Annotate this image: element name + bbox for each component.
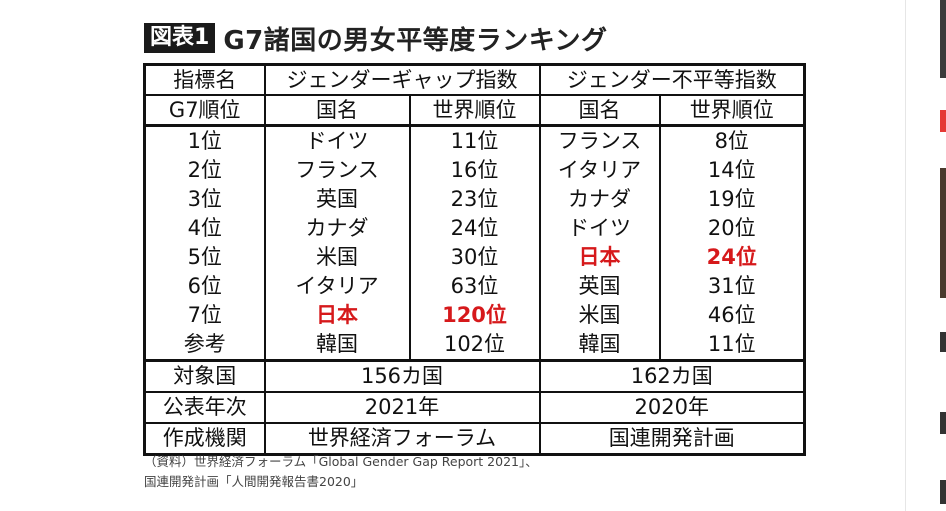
gap-world-rank-highlight: 120位 — [408, 301, 541, 330]
country-header-2: 国名 — [538, 95, 661, 127]
footer-gap-value: 2021年 — [263, 392, 541, 424]
table-row: 1位 ドイツ 11位 フランス 8位 — [143, 125, 806, 156]
sidebar-thumbnail[interactable] — [940, 412, 946, 434]
g7-rank: 2位 — [143, 156, 266, 185]
table-row: 4位 カナダ 24位 ドイツ 20位 — [143, 214, 806, 243]
table-row: 6位 イタリア 63位 英国 31位 — [143, 272, 806, 301]
sidebar-thumbnail[interactable] — [940, 0, 946, 78]
ineq-country: カナダ — [538, 185, 661, 214]
ineq-country-highlight: 日本 — [538, 243, 661, 272]
footer-row: 公表年次 2021年 2020年 — [143, 392, 806, 424]
g7-rank: 4位 — [143, 214, 266, 243]
indicator-label-cell: 指標名 — [143, 64, 266, 96]
ineq-world-rank: 46位 — [658, 301, 806, 330]
sidebar-thumbnail[interactable] — [940, 168, 946, 298]
gap-country: 米国 — [263, 243, 411, 272]
gap-country: イタリア — [263, 272, 411, 301]
table-row: 参考 韓国 102位 韓国 11位 — [143, 330, 806, 362]
source-line-2: 国連開発計画「人間開発報告書2020」 — [144, 474, 364, 489]
ineq-country: イタリア — [538, 156, 661, 185]
subheader-row: G7順位 国名 世界順位 国名 世界順位 — [143, 95, 806, 127]
gap-country: ドイツ — [263, 125, 411, 156]
ineq-world-rank: 19位 — [658, 185, 806, 214]
gap-world-rank: 63位 — [408, 272, 541, 301]
table-row: 2位 フランス 16位 イタリア 14位 — [143, 156, 806, 185]
g7-rank: 6位 — [143, 272, 266, 301]
table-row: 3位 英国 23位 カナダ 19位 — [143, 185, 806, 214]
header-row: 指標名 ジェンダーギャップ指数 ジェンダー不平等指数 — [143, 64, 806, 96]
gap-world-rank: 102位 — [408, 330, 541, 362]
gap-world-rank: 11位 — [408, 125, 541, 156]
table-row: 7位 日本 120位 米国 46位 — [143, 301, 806, 330]
g7-rank: 3位 — [143, 185, 266, 214]
sidebar-thumbnail[interactable] — [940, 332, 946, 352]
gap-index-header: ジェンダーギャップ指数 — [263, 64, 541, 96]
sidebar-accent-bar — [940, 110, 946, 132]
world-rank-header-2: 世界順位 — [658, 95, 806, 127]
gap-world-rank: 24位 — [408, 214, 541, 243]
ineq-world-rank: 8位 — [658, 125, 806, 156]
ineq-world-rank: 20位 — [658, 214, 806, 243]
gap-world-rank: 23位 — [408, 185, 541, 214]
gap-country: 英国 — [263, 185, 411, 214]
gap-country: フランス — [263, 156, 411, 185]
table-row: 5位 米国 30位 日本 24位 — [143, 243, 806, 272]
figure-heading: G7諸国の男女平等度ランキング — [223, 25, 608, 56]
footer-row: 対象国 156カ国 162カ国 — [143, 360, 806, 393]
footer-row: 作成機関 世界経済フォーラム 国連開発計画 — [143, 423, 806, 455]
source-note: （資料）世界経済フォーラム「Global Gender Gap Report 2… — [144, 452, 538, 492]
sidebar-thumbnail[interactable] — [940, 480, 946, 504]
footer-ineq-value: 国連開発計画 — [538, 423, 806, 455]
figure-title: 図表1 G7諸国の男女平等度ランキング — [144, 20, 607, 56]
ineq-country: 米国 — [538, 301, 661, 330]
footer-label: 作成機関 — [143, 423, 266, 455]
ineq-world-rank-highlight: 24位 — [658, 243, 806, 272]
source-line-1: （資料）世界経済フォーラム「Global Gender Gap Report 2… — [144, 454, 538, 469]
footer-label: 公表年次 — [143, 392, 266, 424]
rank-label-cell: G7順位 — [143, 95, 266, 127]
ineq-country: フランス — [538, 125, 661, 156]
gap-world-rank: 30位 — [408, 243, 541, 272]
footer-ineq-value: 2020年 — [538, 392, 806, 424]
ineq-world-rank: 14位 — [658, 156, 806, 185]
ineq-country: 英国 — [538, 272, 661, 301]
figure-label: 図表1 — [144, 23, 216, 53]
ranking-table: 指標名 ジェンダーギャップ指数 ジェンダー不平等指数 G7順位 国名 世界順位 … — [143, 63, 806, 456]
world-rank-header-1: 世界順位 — [408, 95, 541, 127]
footer-gap-value: 156カ国 — [263, 360, 541, 393]
inequality-index-header: ジェンダー不平等指数 — [538, 64, 806, 96]
footer-ineq-value: 162カ国 — [538, 360, 806, 393]
ineq-world-rank: 11位 — [658, 330, 806, 362]
gap-country: カナダ — [263, 214, 411, 243]
gap-world-rank: 16位 — [408, 156, 541, 185]
g7-rank: 5位 — [143, 243, 266, 272]
gap-country: 韓国 — [263, 330, 411, 362]
country-header-1: 国名 — [263, 95, 411, 127]
ineq-world-rank: 31位 — [658, 272, 806, 301]
ineq-country: ドイツ — [538, 214, 661, 243]
g7-rank: 1位 — [143, 125, 266, 156]
ineq-country: 韓国 — [538, 330, 661, 362]
g7-rank: 7位 — [143, 301, 266, 330]
gap-country-highlight: 日本 — [263, 301, 411, 330]
footer-label: 対象国 — [143, 360, 266, 393]
sidebar-divider — [905, 0, 906, 511]
footer-gap-value: 世界経済フォーラム — [263, 423, 541, 455]
g7-rank: 参考 — [143, 330, 266, 362]
